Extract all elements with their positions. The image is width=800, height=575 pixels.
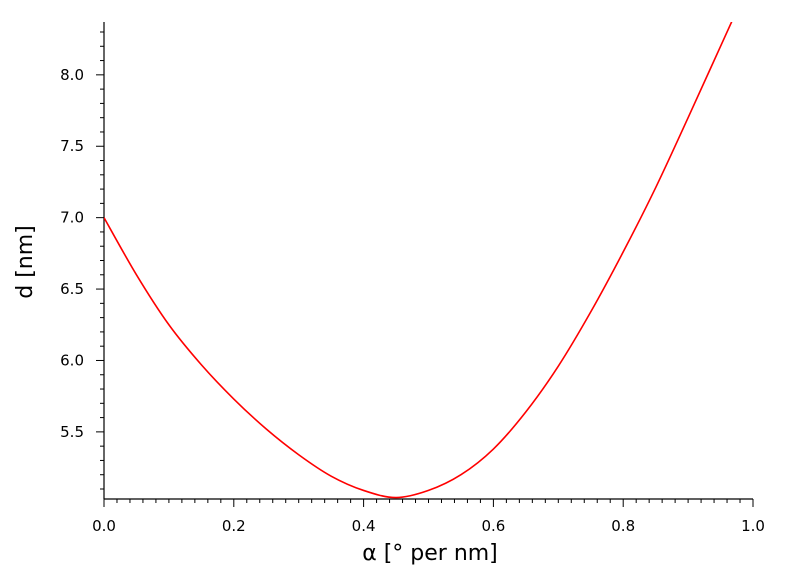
axes bbox=[103, 22, 753, 500]
y-tick-label: 5.5 bbox=[60, 423, 84, 441]
plot-area bbox=[104, 22, 733, 499]
x-tick-label: 0.2 bbox=[222, 517, 246, 535]
x-tick-label: 0.6 bbox=[481, 517, 505, 535]
y-tick-label: 7.0 bbox=[60, 209, 84, 227]
x-tick-label: 0.4 bbox=[352, 517, 376, 535]
y-ticks: 5.5 6.0 6.5 7.0 7.5 8.0 bbox=[60, 31, 104, 490]
x-tick-label: 0.0 bbox=[92, 517, 116, 535]
y-tick-label: 6.0 bbox=[60, 351, 84, 369]
x-ticks: 0.0 0.2 0.4 0.6 0.8 1.0 bbox=[92, 499, 765, 535]
x-tick-label: 1.0 bbox=[741, 517, 765, 535]
x-axis-title: α [° per nm] bbox=[362, 541, 498, 566]
y-tick-label: 8.0 bbox=[60, 66, 84, 84]
x-tick-label: 0.8 bbox=[611, 517, 635, 535]
y-axis-title: d [nm] bbox=[13, 225, 38, 299]
y-tick-label: 7.5 bbox=[60, 137, 84, 155]
series-line bbox=[104, 22, 733, 499]
y-tick-label: 6.5 bbox=[60, 280, 84, 298]
